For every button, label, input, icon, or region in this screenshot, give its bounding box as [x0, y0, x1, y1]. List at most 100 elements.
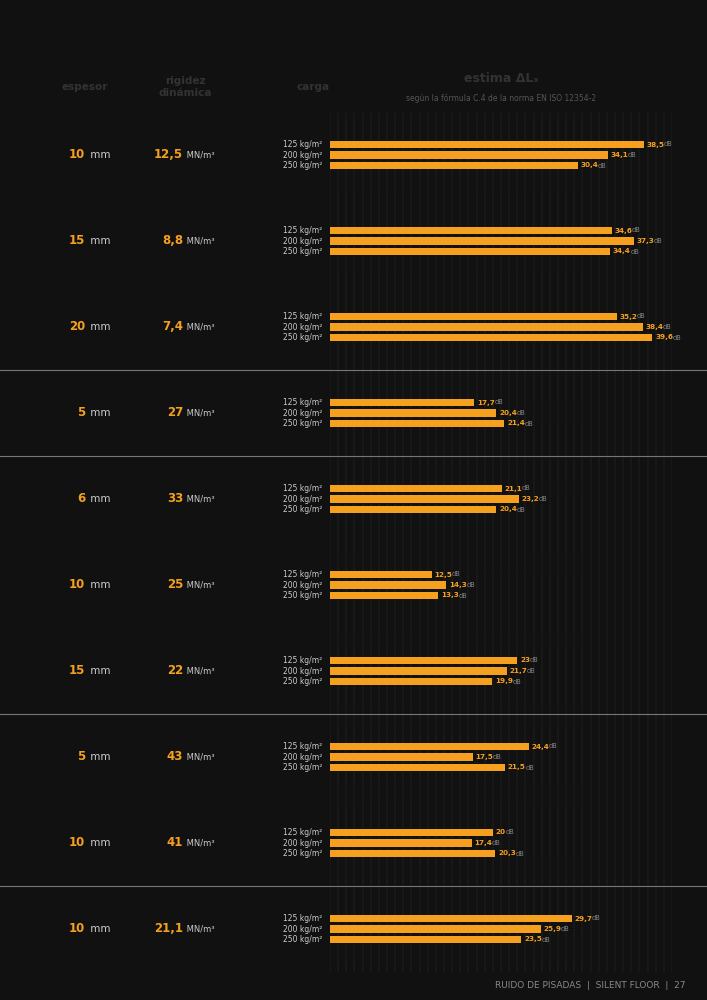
Text: 5: 5 [77, 406, 85, 420]
Text: dB: dB [515, 850, 524, 856]
Text: 38,5: 38,5 [646, 141, 665, 147]
Text: dB: dB [516, 506, 525, 512]
Text: dB: dB [525, 764, 534, 770]
Text: mm: mm [87, 408, 110, 418]
Text: 200 kg/m²: 200 kg/m² [283, 150, 322, 159]
Text: 17,5: 17,5 [475, 754, 493, 760]
Text: RUIDO DE PISADAS  |  SILENT FLOOR  |  27: RUIDO DE PISADAS | SILENT FLOOR | 27 [496, 981, 686, 990]
Bar [330, 753, 472, 761]
Text: 21,1: 21,1 [505, 486, 522, 491]
Text: 250 kg/m²: 250 kg/m² [283, 935, 322, 944]
Text: 125 kg/m²: 125 kg/m² [283, 398, 322, 407]
Bar [330, 667, 507, 675]
Text: 20,4: 20,4 [499, 506, 517, 512]
Text: 10: 10 [69, 148, 85, 161]
Text: 14,3: 14,3 [449, 582, 467, 588]
Text: 37,3: 37,3 [636, 238, 655, 244]
Text: mm: mm [87, 924, 110, 934]
Bar [330, 334, 653, 341]
Text: 27: 27 [167, 406, 183, 420]
Text: dB: dB [672, 334, 682, 340]
Text: dB: dB [637, 314, 645, 320]
Text: MN/m³: MN/m³ [184, 494, 215, 504]
Text: dB: dB [632, 228, 641, 233]
Text: 200 kg/m²: 200 kg/m² [283, 580, 322, 589]
Bar [330, 399, 474, 406]
Text: 250 kg/m²: 250 kg/m² [283, 849, 322, 858]
Text: MN/m³: MN/m³ [184, 408, 215, 418]
Text: 13,3: 13,3 [441, 592, 459, 598]
Text: 200 kg/m²: 200 kg/m² [283, 924, 322, 934]
Text: 250 kg/m²: 250 kg/m² [283, 505, 322, 514]
Bar [330, 581, 446, 589]
Bar [330, 657, 518, 664]
Text: MN/m³: MN/m³ [184, 236, 215, 245]
Text: 125 kg/m²: 125 kg/m² [283, 742, 322, 751]
Text: 20,3: 20,3 [498, 850, 516, 856]
Text: estima ΔLₓ: estima ΔLₓ [464, 72, 538, 85]
Bar [330, 850, 496, 857]
Text: 10: 10 [69, 922, 85, 936]
Bar [330, 495, 519, 503]
Text: mm: mm [87, 580, 110, 590]
Text: mm: mm [87, 236, 110, 246]
Text: 23: 23 [520, 658, 530, 664]
Text: 34,6: 34,6 [614, 228, 633, 233]
Text: dB: dB [664, 141, 672, 147]
Bar [330, 151, 608, 159]
Text: dB: dB [492, 840, 501, 846]
Text: MN/m³: MN/m³ [184, 322, 215, 332]
Text: 250 kg/m²: 250 kg/m² [283, 333, 322, 342]
Text: 33: 33 [167, 492, 183, 506]
Bar [330, 506, 496, 513]
Text: dB: dB [654, 238, 662, 244]
Text: 17,7: 17,7 [477, 399, 495, 406]
Text: 17,4: 17,4 [474, 840, 492, 846]
Text: dB: dB [542, 936, 550, 942]
Text: 125 kg/m²: 125 kg/m² [283, 828, 322, 837]
Text: 10: 10 [69, 836, 85, 849]
Text: 125 kg/m²: 125 kg/m² [283, 226, 322, 235]
Text: 41: 41 [167, 836, 183, 849]
Text: 12,5: 12,5 [154, 148, 183, 161]
Bar [330, 313, 617, 320]
Text: MN/m³: MN/m³ [184, 924, 215, 934]
Text: mm: mm [87, 666, 110, 676]
Text: MN/m³: MN/m³ [184, 150, 215, 159]
Bar [330, 162, 578, 169]
Text: 21,1: 21,1 [154, 922, 183, 936]
Bar [330, 764, 505, 771]
Text: mm: mm [87, 150, 110, 160]
Text: 125 kg/m²: 125 kg/m² [283, 140, 322, 149]
Text: 15: 15 [69, 664, 85, 678]
Text: 34,1: 34,1 [611, 152, 629, 158]
Text: dB: dB [506, 829, 514, 835]
Text: MN/m³: MN/m³ [184, 752, 215, 762]
Bar [330, 936, 521, 943]
Text: mm: mm [87, 322, 110, 332]
Text: dB: dB [628, 152, 636, 158]
Text: dB: dB [522, 486, 531, 491]
Text: 200 kg/m²: 200 kg/m² [283, 236, 322, 245]
Text: 125 kg/m²: 125 kg/m² [283, 914, 322, 923]
Text: 12,5: 12,5 [435, 572, 452, 578]
Text: 200 kg/m²: 200 kg/m² [283, 322, 322, 332]
Bar [330, 915, 572, 922]
Text: 20: 20 [69, 320, 85, 334]
Text: 34,4: 34,4 [613, 248, 631, 254]
Text: dB: dB [525, 420, 533, 426]
Bar [330, 227, 612, 234]
Text: 25,9: 25,9 [544, 926, 562, 932]
Text: MN/m³: MN/m³ [184, 666, 215, 676]
Bar [330, 571, 432, 578]
Text: 125 kg/m²: 125 kg/m² [283, 484, 322, 493]
Text: 7,4: 7,4 [162, 320, 183, 334]
Text: 125 kg/m²: 125 kg/m² [283, 570, 322, 579]
Text: dB: dB [539, 496, 548, 502]
Text: MN/m³: MN/m³ [184, 838, 215, 847]
Bar [330, 925, 541, 933]
Bar [330, 592, 438, 599]
Text: 35,2: 35,2 [619, 314, 637, 320]
Text: dB: dB [494, 399, 503, 406]
Text: dB: dB [530, 658, 538, 664]
